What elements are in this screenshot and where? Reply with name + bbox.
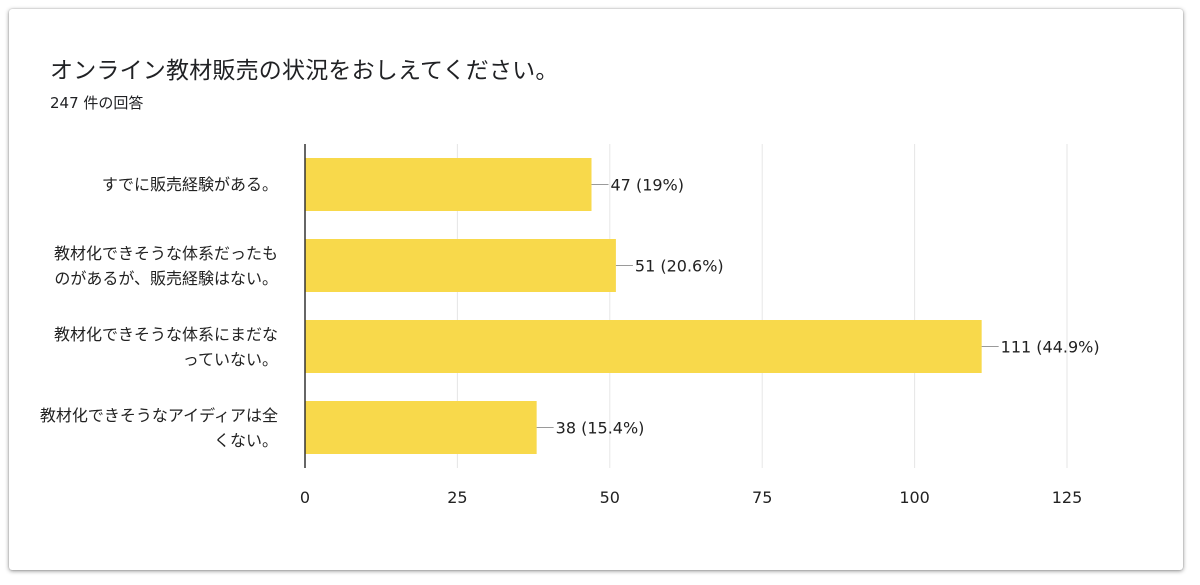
x-tick-label: 75 xyxy=(752,488,772,507)
category-label-line: のがあるが、販売経験はない。 xyxy=(54,268,278,288)
bar-chart: 0 25 50 75 100 125 47 (19%) 51 (20.6%) 111 (44.9… xyxy=(300,144,1100,507)
category-label-line: 教材化できそうなアイディアは全 xyxy=(39,405,278,425)
x-tick-label: 100 xyxy=(899,488,930,507)
data-label: 111 (44.9%) xyxy=(1001,338,1100,357)
category-label-line: すでに販売経験がある。 xyxy=(101,175,278,194)
chart-title: オンライン教材販売の状況をおしえてください。 xyxy=(50,58,559,84)
x-tick-label: 25 xyxy=(447,488,467,507)
category-label-line: くない。 xyxy=(213,430,278,450)
category-label-line: っていない。 xyxy=(182,349,278,369)
chart-card: オンライン教材販売の状況をおしえてください。 247 件の回答 0 25 50 75 1… xyxy=(9,9,1183,570)
category-label-line: 教材化できそうな体系だったも xyxy=(53,243,278,263)
category-label: 教材化できそうな体系にまだなっていない。 xyxy=(0,322,278,372)
category-label: すでに販売経験がある。 xyxy=(0,172,278,197)
data-label: 51 (20.6%) xyxy=(635,257,724,276)
category-label-line: 教材化できそうな体系にまだな xyxy=(53,324,278,344)
data-label: 38 (15.4%) xyxy=(556,419,645,438)
x-tick-label: 50 xyxy=(600,488,620,507)
x-tick-label: 0 xyxy=(300,488,310,507)
bar xyxy=(305,320,982,373)
bar xyxy=(305,239,616,292)
bar xyxy=(305,401,537,454)
category-label: 教材化できそうな体系だったも のがあるが、販売経験はない。 xyxy=(0,241,278,291)
response-count: 247 件の回答 xyxy=(50,94,144,112)
data-label: 47 (19%) xyxy=(611,176,685,195)
x-tick-label: 125 xyxy=(1052,488,1083,507)
bar xyxy=(305,158,592,211)
category-label: 教材化できそうなアイディアは全くない。 xyxy=(0,403,278,453)
